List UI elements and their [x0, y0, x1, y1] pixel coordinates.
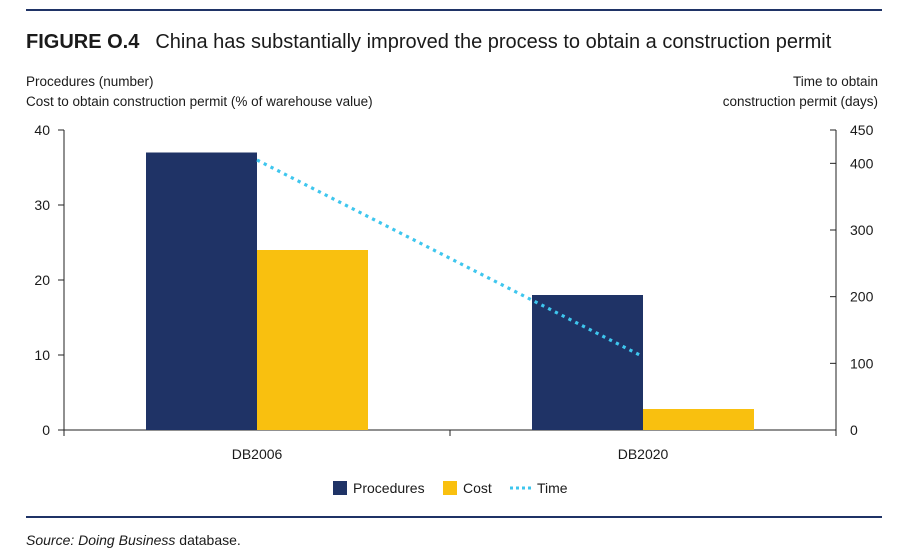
legend-cost-label: Cost: [463, 480, 492, 496]
source-prefix: Source:: [26, 532, 78, 548]
right-tick-label: 0: [850, 422, 858, 438]
bar-cost-db2006: [257, 250, 368, 430]
bar-cost-db2020: [643, 409, 754, 430]
bars: [146, 152, 754, 430]
right-axis-title-line-2: construction permit (days): [723, 94, 878, 109]
left-axis-title-line-1: Procedures (number): [26, 74, 154, 89]
legend-cost-swatch: [443, 481, 457, 495]
figure-label: FIGURE O.4: [26, 31, 140, 53]
right-tick-label: 400: [850, 155, 874, 171]
category-label-db2006: DB2006: [232, 446, 283, 462]
source-note: Source: Doing Business database.: [26, 532, 241, 548]
left-axis-title-line-2: Cost to obtain construction permit (% of…: [26, 94, 373, 109]
right-tick-label: 200: [850, 289, 874, 305]
legend-procedures-label: Procedures: [353, 480, 425, 496]
left-tick-label: 40: [34, 122, 50, 138]
figure-title: China has substantially improved the pro…: [155, 31, 831, 53]
legend: Procedures Cost Time: [333, 480, 568, 496]
left-tick-label: 20: [34, 272, 50, 288]
time-series: [256, 158, 644, 359]
right-tick-label: 100: [850, 355, 874, 371]
source-suffix: database.: [175, 532, 240, 548]
figure-heading: FIGURE O.4 China has substantially improv…: [26, 31, 832, 53]
x-axis-ticks: [63, 430, 837, 436]
category-label-db2020: DB2020: [618, 446, 669, 462]
right-tick-label: 300: [850, 222, 874, 238]
left-tick-label: 30: [34, 197, 50, 213]
left-tick-label: 10: [34, 347, 50, 363]
left-axis-ticks: 0 10 20 30 40: [34, 122, 64, 438]
right-axis-title-line-1: Time to obtain: [793, 74, 878, 89]
legend-time-label: Time: [537, 480, 568, 496]
right-tick-label: 450: [850, 122, 874, 138]
left-tick-label: 0: [42, 422, 50, 438]
source-italic-name: Doing Business: [78, 532, 175, 548]
legend-procedures-swatch: [333, 481, 347, 495]
right-axis-ticks: 0 100 200 300 400 450: [830, 122, 874, 438]
bar-procedures-db2006: [146, 152, 257, 430]
category-labels: DB2006 DB2020: [232, 446, 669, 462]
bar-procedures-db2020: [532, 295, 643, 430]
